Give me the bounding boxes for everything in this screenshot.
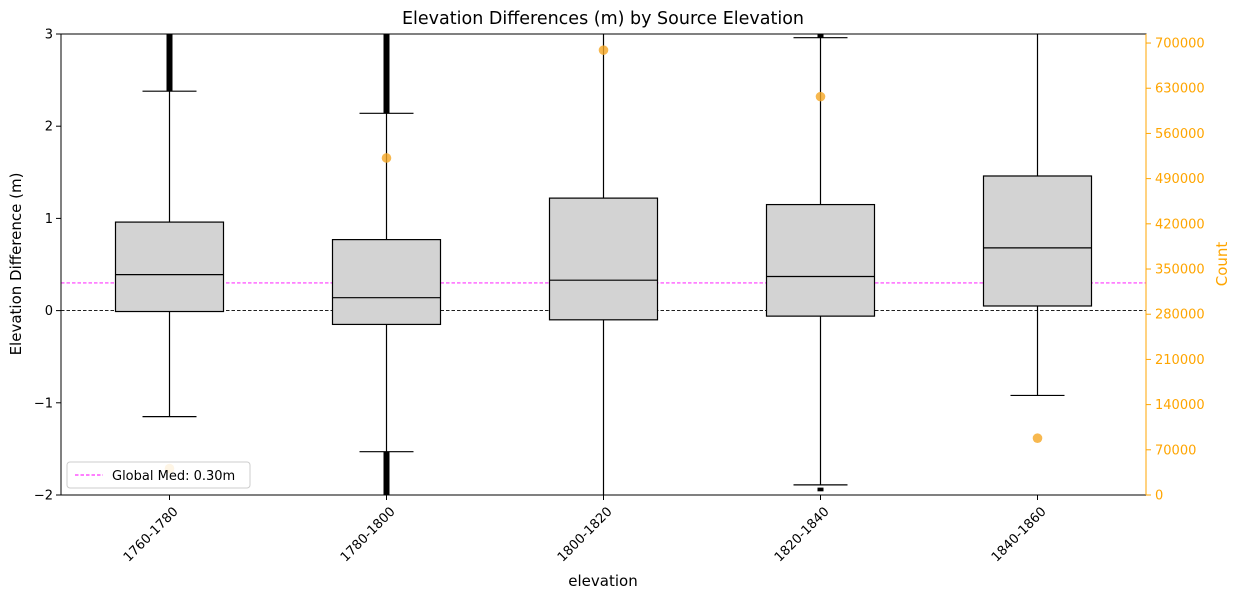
y2-tick-label: 490000 [1155, 172, 1205, 187]
x-tick-label: 1780-1800 [338, 504, 399, 565]
left-y-axis: −2 −1 0 1 2 3 [34, 28, 61, 504]
y2-tick-label: 420000 [1155, 217, 1205, 232]
box-iqr [114, 221, 225, 313]
box-1800-1820 [548, 34, 659, 495]
box-iqr [982, 175, 1093, 307]
count-point-1800-1820 [598, 45, 609, 55]
y-tick-label: 1 [45, 212, 53, 227]
count-point-1780-1800 [381, 153, 392, 163]
x-tick-label: 1820-1840 [772, 504, 833, 565]
y-tick-label: −1 [34, 396, 53, 411]
right-y-axis: 0 70000 140000 210000 280000 350000 420000 4900… [1145, 34, 1205, 504]
y-tick-label: 3 [45, 28, 53, 43]
right-y-axis-label: Count [1213, 242, 1231, 287]
box-1820-1840 [765, 34, 876, 492]
box-1780-1800 [331, 34, 442, 495]
x-tick-label: 1760-1780 [121, 504, 182, 565]
outliers-high [817, 34, 824, 38]
outliers-low [817, 487, 824, 492]
plot-area [60, 33, 1147, 496]
y-tick-label: −2 [34, 489, 53, 504]
y-axis-label: Elevation Difference (m) [7, 173, 25, 356]
legend-label: Global Med: 0.30m [112, 469, 235, 484]
count-point-1840-1860 [1032, 433, 1043, 443]
y2-tick-label: 280000 [1155, 308, 1205, 323]
outliers-high [166, 34, 173, 92]
y-tick-label: 0 [45, 304, 53, 319]
y2-tick-label: 700000 [1155, 37, 1205, 52]
box-iqr [548, 197, 659, 321]
box-iqr [765, 203, 876, 317]
x-axis-label: elevation [568, 572, 637, 590]
count-point-1820-1840 [815, 91, 826, 102]
outliers-low [383, 451, 390, 495]
y2-tick-label: 140000 [1155, 398, 1205, 413]
y-tick-label: 2 [45, 120, 53, 135]
outliers-high [383, 34, 390, 114]
legend: Global Med: 0.30m [66, 461, 251, 489]
y2-tick-label: 630000 [1155, 82, 1205, 97]
y2-tick-label: 560000 [1155, 127, 1205, 142]
legend-frame [66, 461, 251, 489]
box-1760-1780 [114, 34, 225, 418]
x-tick-label: 1800-1820 [555, 504, 616, 565]
box-iqr [331, 239, 442, 326]
x-axis: 1760-1780 1780-1800 1800-1820 1820-1840 1840… [121, 495, 1050, 565]
y2-tick-label: 0 [1155, 489, 1163, 504]
x-tick-label: 1840-1860 [989, 504, 1050, 565]
box-1840-1860 [982, 34, 1093, 397]
y2-tick-label: 210000 [1155, 353, 1205, 368]
y2-tick-label: 70000 [1155, 443, 1196, 458]
y2-tick-label: 350000 [1155, 263, 1205, 278]
chart-title: Elevation Differences (m) by Source Elev… [402, 9, 804, 29]
